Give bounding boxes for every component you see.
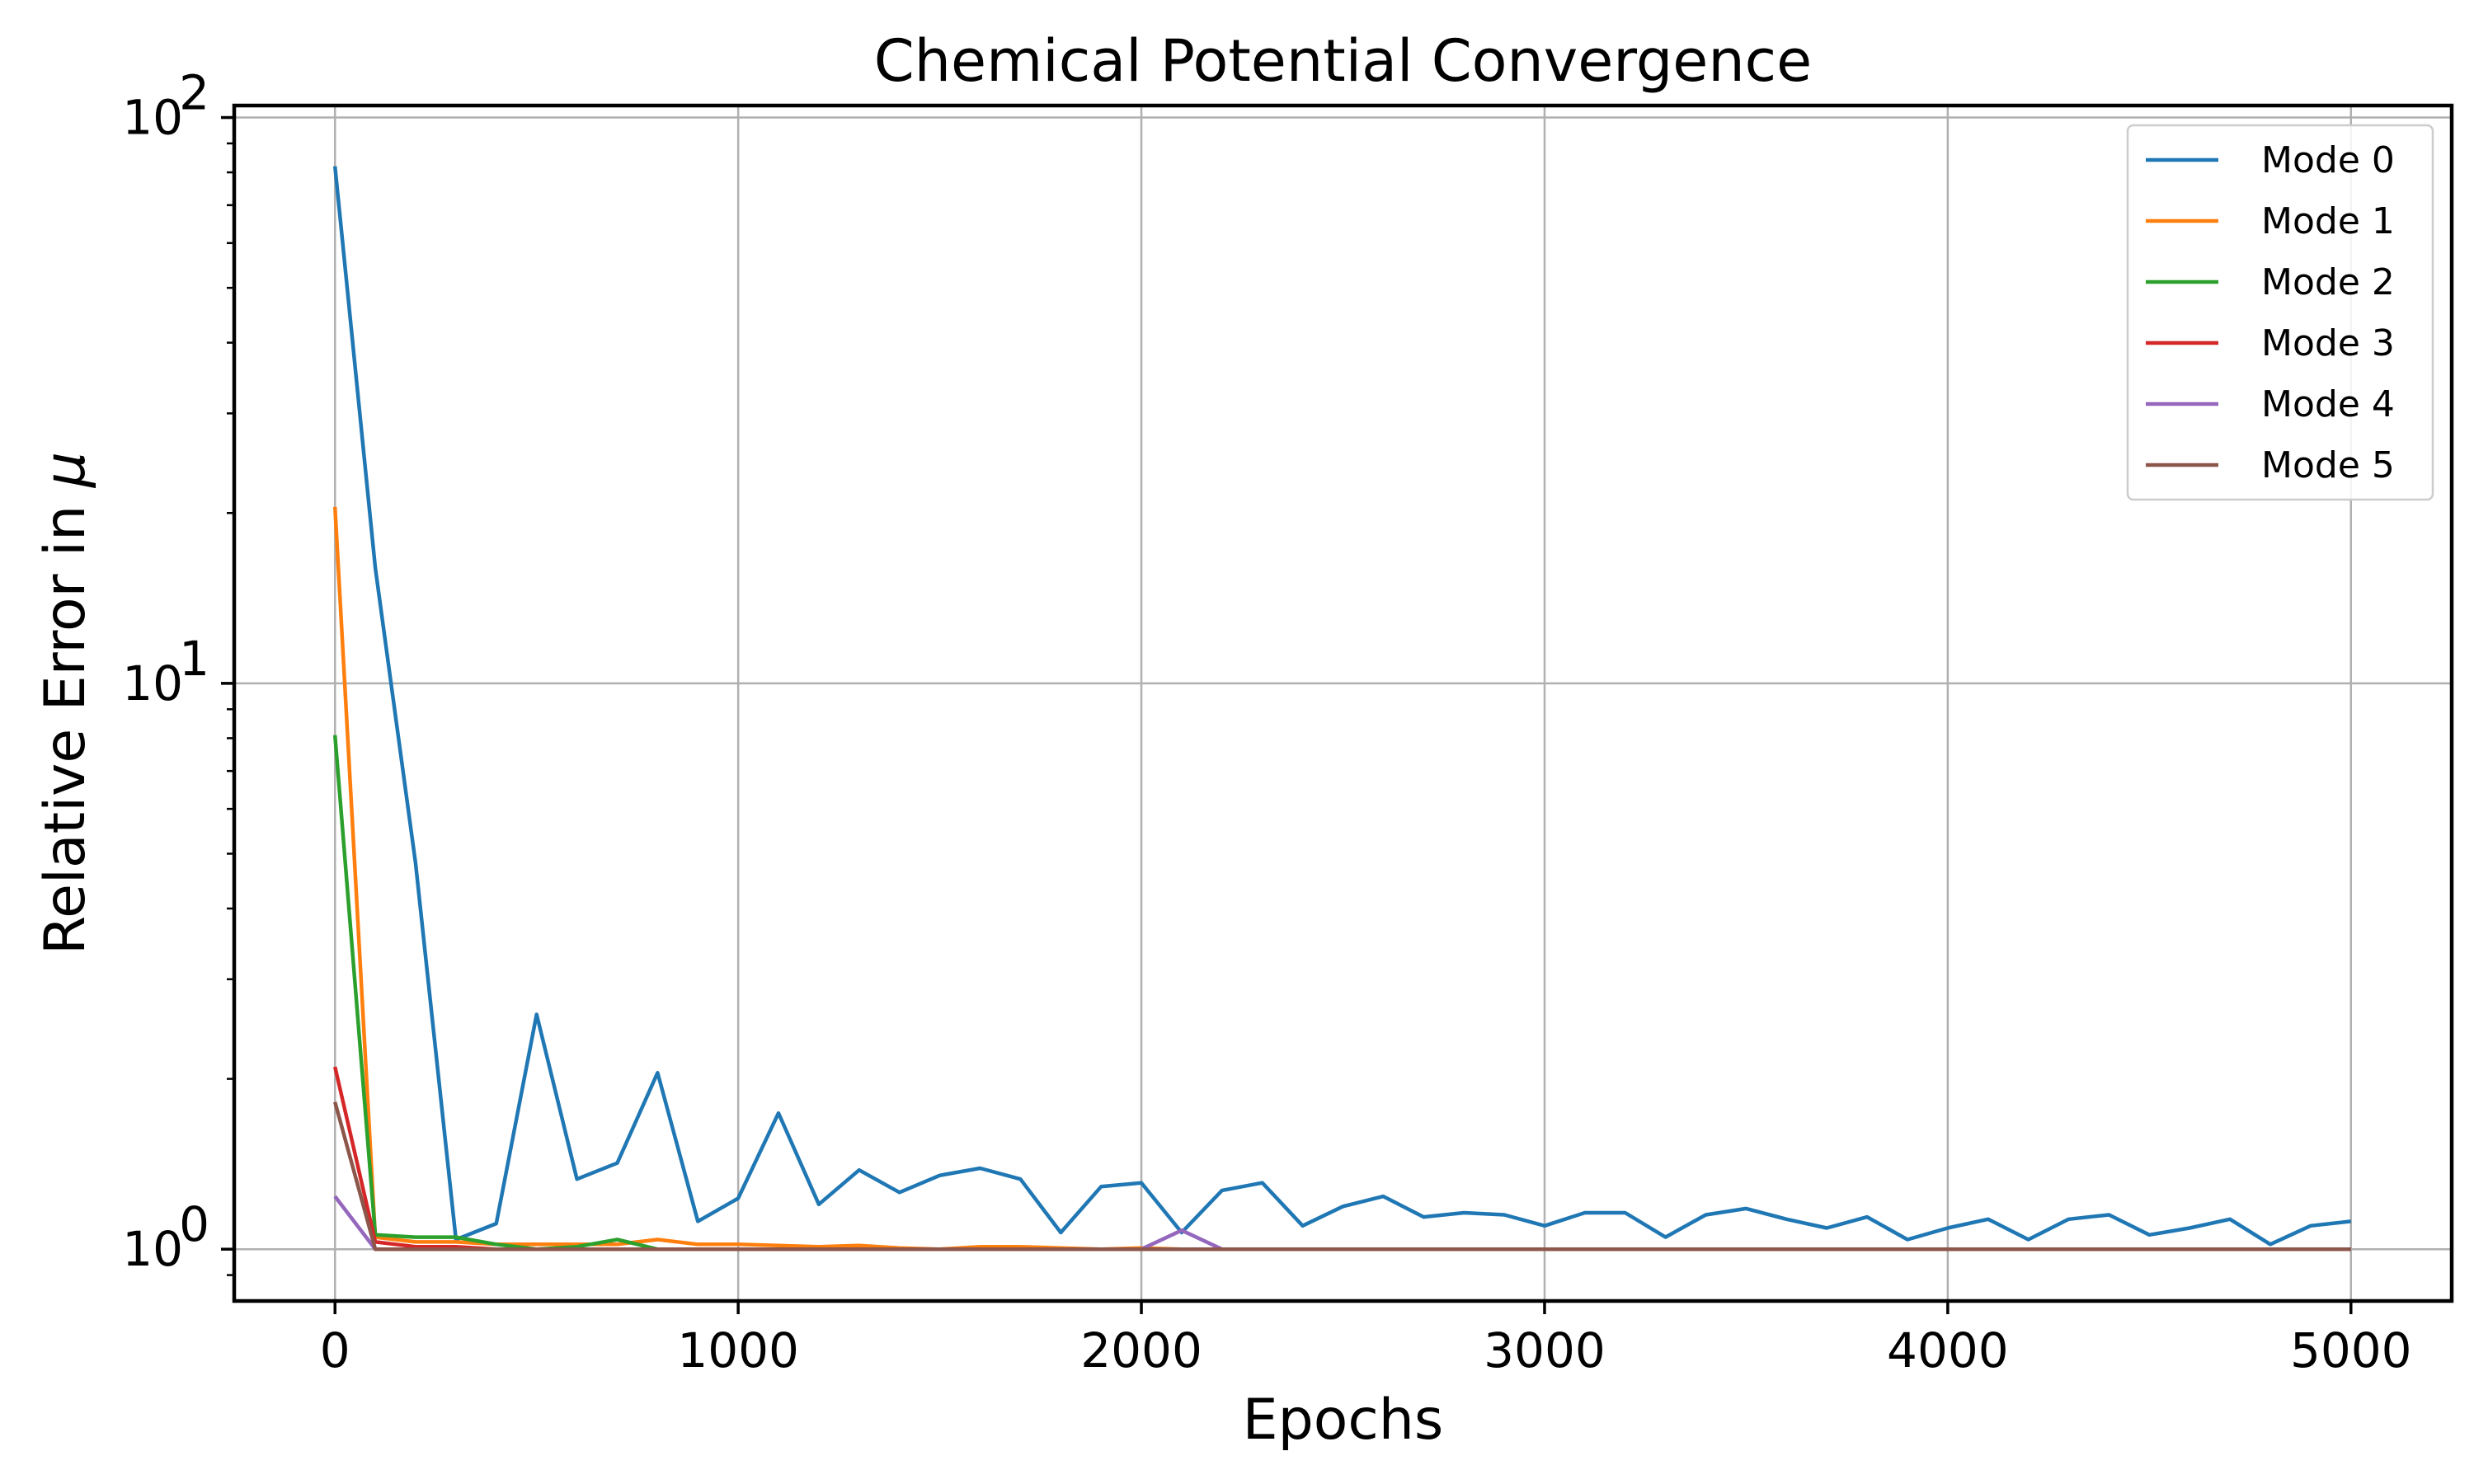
y-tick-label: 10 [122, 90, 183, 146]
legend-label: Mode 4 [2261, 383, 2395, 425]
plot-frame [232, 103, 2454, 1303]
x-tick-label: 2000 [1080, 1322, 1202, 1378]
y-axis-title-text: Relative Error in [33, 487, 98, 955]
y-tick-label: 10 [122, 655, 183, 711]
y-tick-exponent: 2 [179, 65, 209, 121]
legend-box [2126, 124, 2434, 501]
legend: Mode 0 Mode 1 Mode 2 Mode 3 Mode 4 Mode 5 [2126, 124, 2434, 501]
x-tick-label: 0 [320, 1322, 350, 1378]
series-line-mode-0 [332, 166, 2352, 1247]
x-tick-label: 1000 [677, 1322, 799, 1378]
legend-items: Mode 0 Mode 1 Mode 2 Mode 3 Mode 4 Mode 5 [2146, 139, 2395, 486]
y-tick-exponent: 1 [179, 631, 209, 687]
y-axis-title-symbol: μ [33, 452, 98, 488]
x-axis-title: Epochs [1243, 1388, 1444, 1453]
legend-label: Mode 1 [2261, 200, 2395, 242]
y-axis-title: Relative Error in μ [33, 452, 98, 955]
series-lines [332, 166, 2352, 1252]
legend-label: Mode 2 [2261, 261, 2395, 303]
y-tick-exponent: 0 [179, 1196, 209, 1252]
chart-title: Chemical Potential Convergence [874, 27, 1812, 95]
legend-label: Mode 0 [2261, 139, 2395, 181]
legend-label: Mode 5 [2261, 444, 2395, 486]
x-tick-label: 4000 [1887, 1322, 2009, 1378]
series-line-mode-5 [333, 1101, 2351, 1252]
x-tick-label: 3000 [1484, 1322, 1606, 1378]
x-tick-label: 5000 [2290, 1322, 2412, 1378]
y-tick-label: 10 [122, 1221, 183, 1277]
legend-label: Mode 3 [2261, 322, 2395, 364]
